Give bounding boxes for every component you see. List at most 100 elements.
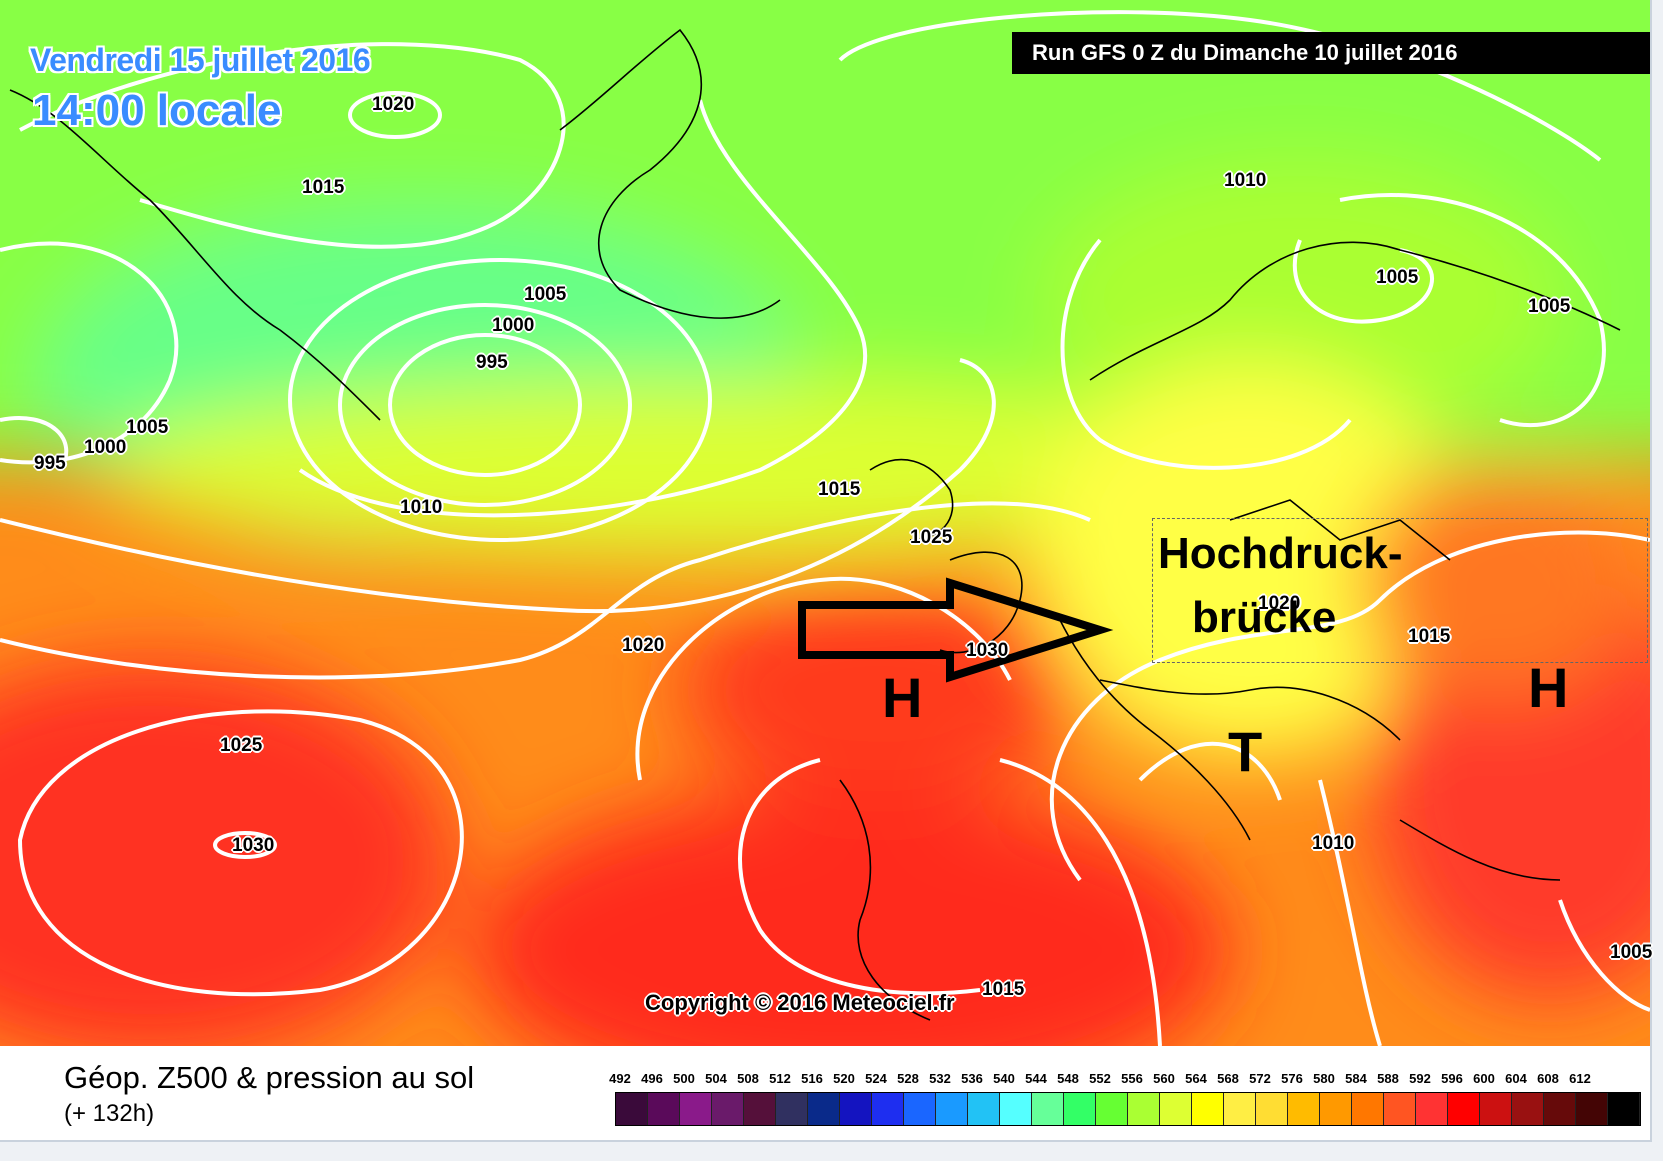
scale-tick-label: 608 (1537, 1071, 1559, 1086)
scale-swatch (1224, 1093, 1256, 1125)
scale-swatch (1512, 1093, 1544, 1125)
scale-swatch (936, 1093, 968, 1125)
scale-tick-label: 500 (673, 1071, 695, 1086)
scale-tick-label: 572 (1249, 1071, 1271, 1086)
scale-swatch (776, 1093, 808, 1125)
isobar-label: 1000 (84, 437, 127, 458)
scale-tick-label: 584 (1345, 1071, 1367, 1086)
scale-tick-label: 520 (833, 1071, 855, 1086)
scale-swatch (1448, 1093, 1480, 1125)
isobar-label: 1015 (982, 979, 1025, 1000)
isobar-label: 1020 (1258, 593, 1301, 614)
scale-tick-label: 564 (1185, 1071, 1207, 1086)
isobar-label: 1005 (1528, 296, 1571, 317)
low-pressure-marker: T (1228, 720, 1263, 783)
scale-tick-label: 576 (1281, 1071, 1303, 1086)
isobar-lines (0, 10, 1650, 1046)
isobar-label: 1005 (1376, 267, 1419, 288)
color-scale (615, 1092, 1641, 1126)
legend-title: Géop. Z500 & pression au sol (64, 1060, 475, 1095)
scale-swatch (1192, 1093, 1224, 1125)
annotation-selection-box (1152, 518, 1648, 663)
scale-tick-label: 528 (897, 1071, 919, 1086)
run-info-banner: Run GFS 0 Z du Dimanche 10 juillet 2016 (1012, 32, 1650, 74)
isobar-label: 1030 (232, 835, 275, 856)
isobar-label: 1015 (1408, 626, 1451, 647)
scale-tick-label: 504 (705, 1071, 727, 1086)
scale-tick-label: 496 (641, 1071, 663, 1086)
scale-swatch (744, 1093, 776, 1125)
copyright-notice: Copyright © 2016 Meteociel.fr (645, 990, 955, 1015)
scale-tick-label: 524 (865, 1071, 887, 1086)
scale-swatch (1416, 1093, 1448, 1125)
scale-swatch (808, 1093, 840, 1125)
scale-tick-label: 540 (993, 1071, 1015, 1086)
isobar-label: 1010 (1224, 170, 1267, 191)
scale-swatch (1032, 1093, 1064, 1125)
isobar-label: 995 (476, 352, 508, 373)
scale-swatch (1544, 1093, 1576, 1125)
scale-swatch (1096, 1093, 1128, 1125)
scale-tick-label: 544 (1025, 1071, 1047, 1086)
isobar-label: 1015 (302, 177, 345, 198)
scale-tick-label: 560 (1153, 1071, 1175, 1086)
isobar-label: 995 (34, 453, 66, 474)
scale-tick-label: 536 (961, 1071, 983, 1086)
scale-swatch (648, 1093, 680, 1125)
isobar-label: 1010 (400, 497, 443, 518)
scale-tick-label: 508 (737, 1071, 759, 1086)
scale-tick-label: 552 (1089, 1071, 1111, 1086)
scale-tick-label: 512 (769, 1071, 791, 1086)
isobar-label: 1020 (372, 94, 415, 115)
scale-tick-label: 612 (1569, 1071, 1591, 1086)
scale-swatch (1608, 1093, 1640, 1125)
scale-swatch (680, 1093, 712, 1125)
map-window: 1020 1015 1010 1005 1000 995 1005 1000 9… (0, 0, 1652, 1142)
scale-swatch (1000, 1093, 1032, 1125)
isobar-label: 1005 (126, 417, 169, 438)
isobar-label: 1030 (966, 640, 1009, 661)
scale-swatch (1288, 1093, 1320, 1125)
scale-tick-label: 516 (801, 1071, 823, 1086)
scale-swatch (1160, 1093, 1192, 1125)
scale-tick-label: 556 (1121, 1071, 1143, 1086)
scale-swatch (904, 1093, 936, 1125)
scale-swatch (1320, 1093, 1352, 1125)
scale-swatch (1256, 1093, 1288, 1125)
scale-swatch (1480, 1093, 1512, 1125)
scale-swatch (1576, 1093, 1608, 1125)
legend-subtitle: (+ 132h) (64, 1100, 155, 1127)
scale-tick-label: 568 (1217, 1071, 1239, 1086)
high-pressure-marker: H (1528, 656, 1569, 719)
scale-tick-label: 592 (1409, 1071, 1431, 1086)
isobar-label: 1005 (1610, 942, 1653, 963)
annotation-line-1: Hochdruck- (1158, 529, 1403, 578)
high-pressure-marker: H (882, 666, 923, 729)
scale-swatch (712, 1093, 744, 1125)
scale-tick-label: 532 (929, 1071, 951, 1086)
scale-tick-label: 600 (1473, 1071, 1495, 1086)
isobar-label: 1005 (524, 284, 567, 305)
coastlines (9, 28, 1621, 1021)
scale-swatch (1384, 1093, 1416, 1125)
scale-swatch (1064, 1093, 1096, 1125)
arrow-annotation (798, 577, 1114, 683)
isobar-label: 1010 (1312, 833, 1355, 854)
forecast-time: 14:00 locale (32, 86, 282, 135)
scale-tick-label: 588 (1377, 1071, 1399, 1086)
isobar-label: 1020 (622, 635, 665, 656)
isobar-label: 1015 (818, 479, 861, 500)
scale-swatch (1352, 1093, 1384, 1125)
annotation-line-2: brücke (1192, 593, 1337, 642)
scale-swatch (872, 1093, 904, 1125)
run-info-text: Run GFS 0 Z du Dimanche 10 juillet 2016 (1032, 40, 1458, 65)
scale-tick-label: 548 (1057, 1071, 1079, 1086)
isobar-label: 1025 (910, 527, 953, 548)
scale-tick-label: 580 (1313, 1071, 1335, 1086)
scale-tick-label: 492 (609, 1071, 631, 1086)
scale-swatch (840, 1093, 872, 1125)
scale-swatch (1128, 1093, 1160, 1125)
scale-tick-label: 604 (1505, 1071, 1527, 1086)
isobar-label: 1000 (492, 315, 535, 336)
scale-swatch (616, 1093, 648, 1125)
